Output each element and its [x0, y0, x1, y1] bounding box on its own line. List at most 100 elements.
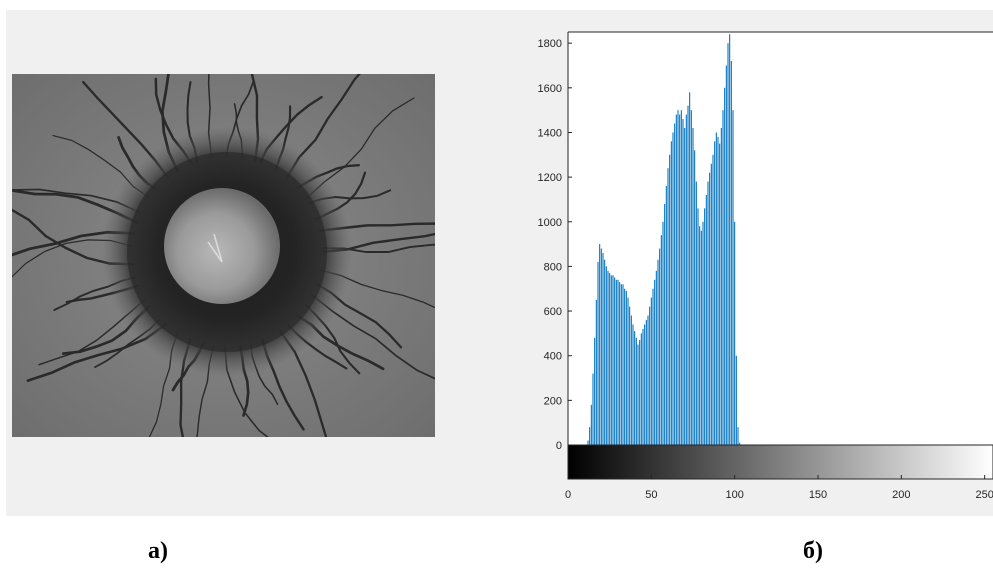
histogram-bar	[639, 340, 641, 445]
histogram-bar	[630, 315, 632, 445]
histogram-bar	[734, 221, 736, 445]
histogram-bar	[735, 355, 737, 445]
axes-frame	[567, 31, 993, 479]
histogram-bar	[672, 132, 674, 445]
histogram-bar	[682, 119, 684, 445]
histogram-bar	[660, 235, 662, 445]
y-tick-label: 1200	[538, 172, 562, 184]
histogram-bar	[599, 244, 601, 445]
histogram-bar	[685, 114, 687, 445]
histogram-bar	[697, 208, 699, 445]
histogram-bar	[702, 221, 704, 445]
y-tick-label: 0	[556, 440, 562, 452]
histogram-bar	[667, 168, 669, 445]
histogram-bar	[737, 427, 739, 445]
figure-label-a: а)	[148, 538, 168, 564]
histogram-bar	[680, 110, 682, 445]
y-tick-label: 600	[544, 306, 562, 318]
histogram-bar	[594, 337, 596, 445]
histogram-bar	[687, 105, 689, 445]
histogram-bar	[654, 279, 656, 445]
histogram-chart: 0 200 400 600 800 1000 1200 1400 1600 1800 0 50 100 1…	[538, 31, 993, 501]
histogram-bar	[634, 331, 636, 445]
histogram-bar	[604, 259, 606, 445]
histogram-bar	[725, 65, 727, 445]
histogram-bar	[612, 275, 614, 445]
y-tick-label: 1400	[538, 127, 562, 139]
x-tick-label: 100	[725, 489, 743, 501]
histogram-bar	[615, 279, 617, 445]
x-tick-label: 150	[809, 489, 827, 501]
histogram-bar	[677, 110, 679, 445]
histogram-bar	[600, 248, 602, 445]
histogram-bar	[622, 284, 624, 445]
plot-area	[568, 32, 993, 445]
histogram-bar	[609, 273, 611, 445]
histogram-bar	[595, 299, 597, 445]
histogram-bar	[704, 208, 706, 445]
histogram-bar	[592, 373, 594, 445]
x-tick-label: 50	[645, 489, 657, 501]
histogram-bar	[610, 275, 612, 445]
histogram-bar	[627, 297, 629, 445]
histogram-bar	[714, 141, 716, 445]
histogram-bar	[635, 337, 637, 445]
histogram-bar	[655, 270, 657, 445]
histogram-bar	[620, 284, 622, 445]
histogram-bar	[699, 226, 701, 445]
histogram-bar	[629, 306, 631, 445]
histogram-bar	[642, 328, 644, 445]
histogram-bar	[644, 324, 646, 445]
histogram-bar	[607, 270, 609, 445]
histogram-bar	[732, 110, 734, 445]
histogram-bar	[717, 136, 719, 445]
histogram-bar	[715, 132, 717, 445]
x-tick-label: 250	[975, 489, 993, 501]
histogram-bar	[674, 123, 676, 446]
histogram-bar	[690, 110, 692, 445]
histogram-bar	[727, 43, 729, 445]
histogram-bar	[617, 279, 619, 445]
y-tick-label: 1000	[538, 217, 562, 229]
axes: 0 200 400 600 800 1000 1200 1400 1600 1800 0 50 100 1…	[538, 31, 993, 501]
x-tick-label: 0	[565, 489, 571, 501]
histogram-bar	[729, 34, 731, 446]
histogram-bar	[650, 297, 652, 445]
histogram-bar	[707, 181, 709, 445]
histogram-bar	[720, 127, 722, 445]
histogram-bar	[597, 261, 599, 445]
histogram-bar	[700, 230, 702, 445]
histogram-bar	[649, 306, 651, 445]
histogram-bar	[659, 248, 661, 445]
histogram-bar	[679, 114, 681, 445]
y-tick-label: 800	[544, 261, 562, 273]
histogram-bar	[670, 141, 672, 445]
histogram-bar	[695, 181, 697, 445]
histogram-bar	[657, 259, 659, 445]
histogram-bar	[710, 163, 712, 446]
histogram-bar	[712, 154, 714, 445]
histogram-bar	[590, 404, 592, 445]
histogram-bar	[624, 288, 626, 445]
y-tick-label: 400	[544, 351, 562, 363]
histogram-bar	[694, 150, 696, 446]
histogram-bar	[589, 427, 591, 445]
histogram-bar	[587, 440, 589, 445]
histogram-bars	[587, 34, 741, 446]
histogram-bar	[632, 324, 634, 445]
histogram-bar	[719, 143, 721, 445]
histogram-bar	[669, 154, 671, 445]
histogram-bar	[709, 172, 711, 445]
histogram-bar	[662, 221, 664, 445]
histogram-bar	[722, 110, 724, 445]
y-tick-label: 1800	[538, 38, 562, 50]
histogram-bar	[724, 87, 726, 445]
histogram-bar	[705, 194, 707, 445]
histogram-bar	[684, 127, 686, 445]
histogram-bar	[692, 127, 694, 445]
histogram-bar	[689, 92, 691, 446]
histogram-bar	[652, 288, 654, 445]
grayscale-colorbar	[567, 444, 993, 480]
histogram-bar	[619, 282, 621, 445]
histogram-bar	[605, 266, 607, 445]
